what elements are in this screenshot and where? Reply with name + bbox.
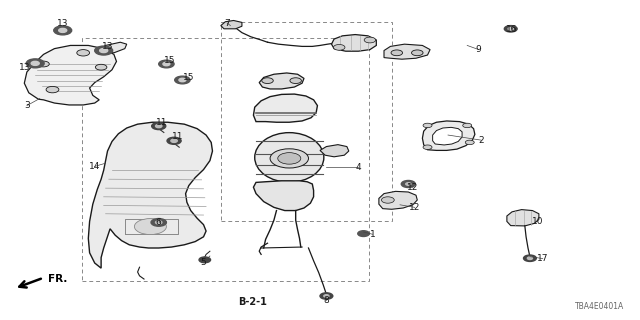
Text: 10: 10 bbox=[532, 217, 543, 226]
Circle shape bbox=[270, 149, 308, 168]
Circle shape bbox=[320, 293, 333, 299]
Text: 16: 16 bbox=[506, 25, 518, 34]
Circle shape bbox=[38, 61, 49, 67]
Circle shape bbox=[77, 50, 90, 56]
Circle shape bbox=[290, 78, 301, 84]
Text: B-2-1: B-2-1 bbox=[238, 297, 268, 308]
Polygon shape bbox=[99, 42, 127, 53]
Text: 12: 12 bbox=[409, 203, 420, 212]
Circle shape bbox=[31, 61, 39, 65]
Circle shape bbox=[401, 180, 415, 188]
Circle shape bbox=[364, 37, 376, 43]
Circle shape bbox=[179, 78, 186, 82]
Polygon shape bbox=[433, 127, 462, 145]
Circle shape bbox=[333, 44, 345, 50]
Circle shape bbox=[159, 60, 174, 68]
Circle shape bbox=[465, 140, 474, 145]
Text: 12: 12 bbox=[407, 183, 419, 192]
Circle shape bbox=[152, 123, 166, 130]
Text: 4: 4 bbox=[356, 163, 361, 172]
Polygon shape bbox=[253, 181, 314, 211]
Text: 13: 13 bbox=[57, 20, 68, 28]
Circle shape bbox=[95, 46, 113, 55]
Circle shape bbox=[423, 145, 432, 149]
Circle shape bbox=[463, 123, 472, 128]
Circle shape bbox=[381, 197, 394, 203]
Circle shape bbox=[406, 183, 411, 185]
Text: FR.: FR. bbox=[48, 274, 67, 284]
Circle shape bbox=[46, 86, 59, 93]
Polygon shape bbox=[24, 45, 116, 105]
Polygon shape bbox=[384, 44, 430, 59]
Polygon shape bbox=[332, 35, 376, 51]
Circle shape bbox=[151, 219, 166, 226]
Circle shape bbox=[163, 62, 170, 66]
Circle shape bbox=[527, 257, 532, 260]
Polygon shape bbox=[221, 20, 242, 29]
Circle shape bbox=[54, 26, 72, 35]
Text: 3: 3 bbox=[24, 101, 29, 110]
Text: 17: 17 bbox=[537, 254, 548, 263]
Circle shape bbox=[175, 76, 190, 84]
Text: TBA4E0401A: TBA4E0401A bbox=[575, 302, 624, 311]
Circle shape bbox=[278, 153, 301, 164]
Ellipse shape bbox=[255, 132, 324, 182]
Circle shape bbox=[504, 26, 517, 32]
Text: 5: 5 bbox=[201, 258, 206, 267]
Polygon shape bbox=[507, 210, 539, 226]
Polygon shape bbox=[320, 145, 349, 157]
Circle shape bbox=[171, 139, 177, 142]
Circle shape bbox=[26, 59, 44, 68]
Circle shape bbox=[156, 221, 162, 224]
Circle shape bbox=[524, 255, 536, 261]
Text: 13: 13 bbox=[19, 63, 30, 72]
Polygon shape bbox=[259, 73, 304, 89]
Polygon shape bbox=[88, 122, 212, 268]
Circle shape bbox=[412, 50, 423, 56]
Circle shape bbox=[262, 78, 273, 84]
Text: 11: 11 bbox=[156, 118, 167, 127]
Circle shape bbox=[95, 64, 107, 70]
Text: 15: 15 bbox=[164, 56, 175, 65]
Text: 8: 8 bbox=[324, 296, 329, 305]
Text: 15: 15 bbox=[183, 73, 195, 82]
Circle shape bbox=[199, 257, 211, 263]
Circle shape bbox=[391, 50, 403, 56]
Text: 9: 9 bbox=[476, 45, 481, 54]
Text: 7: 7 bbox=[225, 19, 230, 28]
Circle shape bbox=[134, 219, 166, 235]
Circle shape bbox=[324, 295, 329, 297]
Circle shape bbox=[423, 123, 432, 128]
Bar bbox=[221, 22, 392, 221]
Polygon shape bbox=[253, 94, 317, 122]
Text: 1: 1 bbox=[370, 230, 375, 239]
Text: 14: 14 bbox=[89, 162, 100, 171]
Text: 11: 11 bbox=[172, 132, 184, 141]
Circle shape bbox=[100, 49, 108, 52]
Circle shape bbox=[156, 124, 162, 128]
Polygon shape bbox=[422, 121, 475, 150]
Polygon shape bbox=[379, 191, 417, 209]
Circle shape bbox=[167, 137, 181, 144]
Text: 6: 6 bbox=[156, 218, 161, 227]
Circle shape bbox=[358, 231, 369, 236]
Text: 2: 2 bbox=[479, 136, 484, 145]
Text: 13: 13 bbox=[102, 42, 113, 51]
Circle shape bbox=[59, 28, 67, 32]
Circle shape bbox=[508, 28, 513, 30]
Bar bbox=[82, 38, 369, 281]
